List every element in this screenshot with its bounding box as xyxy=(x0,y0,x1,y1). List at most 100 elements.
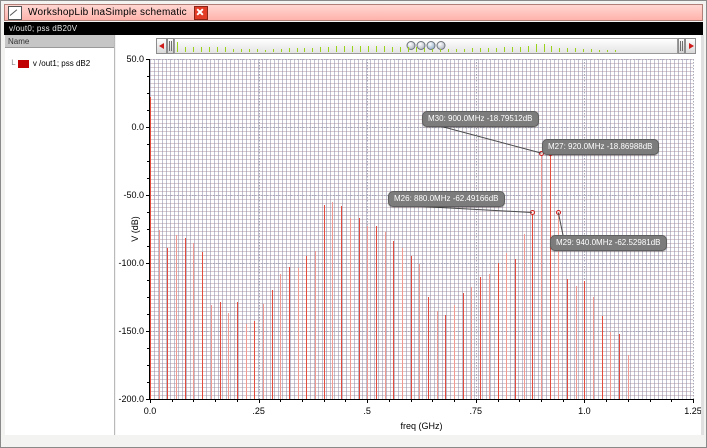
overview-spectrum-tick xyxy=(241,49,242,52)
y-axis-minor-tick xyxy=(147,382,150,383)
legend-color-swatch xyxy=(17,59,29,68)
scroll-right-grip[interactable] xyxy=(678,38,685,54)
chart-stem xyxy=(332,201,334,399)
scroll-left-icon[interactable] xyxy=(156,38,167,54)
overview-button-4[interactable] xyxy=(436,41,446,50)
y-axis-tick xyxy=(146,59,150,60)
chart-stem xyxy=(219,302,221,399)
overview-spectrum-tick xyxy=(177,42,178,52)
overview-spectrum-tick xyxy=(400,47,401,52)
chart-stem xyxy=(428,297,430,399)
grid-line-vertical xyxy=(258,59,260,399)
close-icon[interactable] xyxy=(193,5,208,20)
overview-spectrum-tick xyxy=(249,49,250,52)
overview-spectrum-tick xyxy=(368,46,369,52)
plot-overview-scrollbar[interactable] xyxy=(156,38,696,54)
tree-branch-icon: L xyxy=(11,59,16,68)
overview-button-2[interactable] xyxy=(416,41,426,50)
chart-annotation-callout[interactable]: M26: 880.0MHz -62.49166dB xyxy=(388,191,505,207)
dataset-tab[interactable]: v/out0; pss dB20V xyxy=(4,22,703,35)
overview-spectrum-tick xyxy=(233,49,234,52)
chart-stem xyxy=(401,248,403,399)
y-axis-minor-tick xyxy=(147,314,150,315)
scroll-right-icon[interactable] xyxy=(685,38,696,54)
overview-spectrum-tick xyxy=(607,50,608,52)
overview-spectrum-tick xyxy=(591,49,592,52)
plot-container: V (dB) freq (GHz) 50.0 0.0 -50.0 -100.0 -150… xyxy=(116,35,703,435)
chart-stem xyxy=(167,248,169,399)
overview-spectrum-tick xyxy=(559,48,560,52)
x-axis-minor-tick xyxy=(193,399,195,402)
chart-stem xyxy=(454,305,456,399)
overview-spectrum-tick xyxy=(193,47,194,52)
x-axis-minor-tick xyxy=(236,399,238,402)
overview-track[interactable] xyxy=(174,38,678,54)
list-item[interactable]: L v /out1; pss dB2 xyxy=(5,59,114,68)
chart-annotation-callout[interactable]: M29: 940.0MHz -62.52981dB xyxy=(550,235,667,251)
overview-spectrum-tick xyxy=(599,50,600,52)
overview-spectrum-tick xyxy=(376,46,377,52)
overview-button-3[interactable] xyxy=(426,41,436,50)
scroll-left-grip[interactable] xyxy=(167,38,174,54)
overview-spectrum-tick xyxy=(320,47,321,52)
y-axis-tick xyxy=(146,195,150,196)
grid-line-horizontal xyxy=(150,59,693,60)
overview-spectrum-tick xyxy=(304,48,305,52)
y-axis-minor-tick xyxy=(147,229,150,230)
overview-spectrum-tick xyxy=(575,48,576,52)
overview-spectrum-tick xyxy=(536,44,537,52)
chart-stem xyxy=(523,234,525,399)
chart-stem xyxy=(601,316,603,399)
y-axis-minor-tick xyxy=(147,76,150,77)
chart-stem xyxy=(410,256,412,399)
chart-annotation-callout[interactable]: M30: 900.0MHz -18.79512dB xyxy=(422,111,539,127)
x-axis-minor-tick xyxy=(215,399,217,402)
overview-spectrum-tick xyxy=(472,48,473,52)
overview-spectrum-tick xyxy=(496,48,497,52)
overview-spectrum-tick xyxy=(456,49,457,52)
grid-line-horizontal xyxy=(150,127,693,128)
chart-stem xyxy=(367,226,369,399)
overview-spectrum-tick xyxy=(225,47,226,52)
chart-stem xyxy=(558,212,560,399)
chart-stem xyxy=(150,97,151,399)
y-axis-minor-tick xyxy=(147,212,150,213)
overview-spectrum-tick xyxy=(416,47,417,52)
overview-spectrum-tick xyxy=(265,50,266,52)
chart-stem xyxy=(419,264,421,399)
chart-stem xyxy=(540,152,542,399)
overview-spectrum-tick xyxy=(448,49,449,52)
overview-spectrum-tick xyxy=(440,49,441,52)
x-axis-minor-tick xyxy=(540,399,542,402)
chart-annotation-callout[interactable]: M27: 920.0MHz -18.86988dB xyxy=(542,139,659,155)
overview-spectrum-tick xyxy=(488,48,489,52)
x-axis-minor-tick xyxy=(519,399,521,402)
x-axis-title: freq (GHz) xyxy=(400,421,443,431)
chart-plot-area[interactable]: V (dB) freq (GHz) 50.0 0.0 -50.0 -100.0 -150… xyxy=(118,54,701,431)
grid-line-vertical xyxy=(475,59,477,399)
x-axis-minor-tick xyxy=(410,399,412,402)
right-scroll-strip[interactable] xyxy=(701,35,704,435)
chart-stem xyxy=(575,286,577,399)
y-axis-minor-tick xyxy=(147,246,150,247)
chart-stem xyxy=(619,333,621,399)
chart-stem xyxy=(375,226,377,399)
chart-stem xyxy=(436,310,438,399)
chart-stem xyxy=(202,252,204,399)
chart-stem xyxy=(297,268,299,399)
window-title-bar: WorkshopLib lnaSimple schematic xyxy=(4,4,703,21)
overview-button-group[interactable] xyxy=(406,41,446,50)
overview-spectrum-tick xyxy=(567,48,568,52)
y-axis-tick-label: -50.0 xyxy=(123,190,144,200)
chart-stem xyxy=(532,212,534,399)
overview-spectrum-tick xyxy=(504,47,505,52)
chart-stem xyxy=(184,237,186,399)
y-axis-tick-label: 50.0 xyxy=(126,54,144,64)
x-axis-tick-label: .25 xyxy=(252,406,265,416)
overview-spectrum-tick xyxy=(432,49,433,52)
overview-button-1[interactable] xyxy=(406,41,416,50)
y-axis-tick xyxy=(146,399,150,400)
chart-stem xyxy=(193,242,195,399)
chart-stem xyxy=(236,302,238,399)
